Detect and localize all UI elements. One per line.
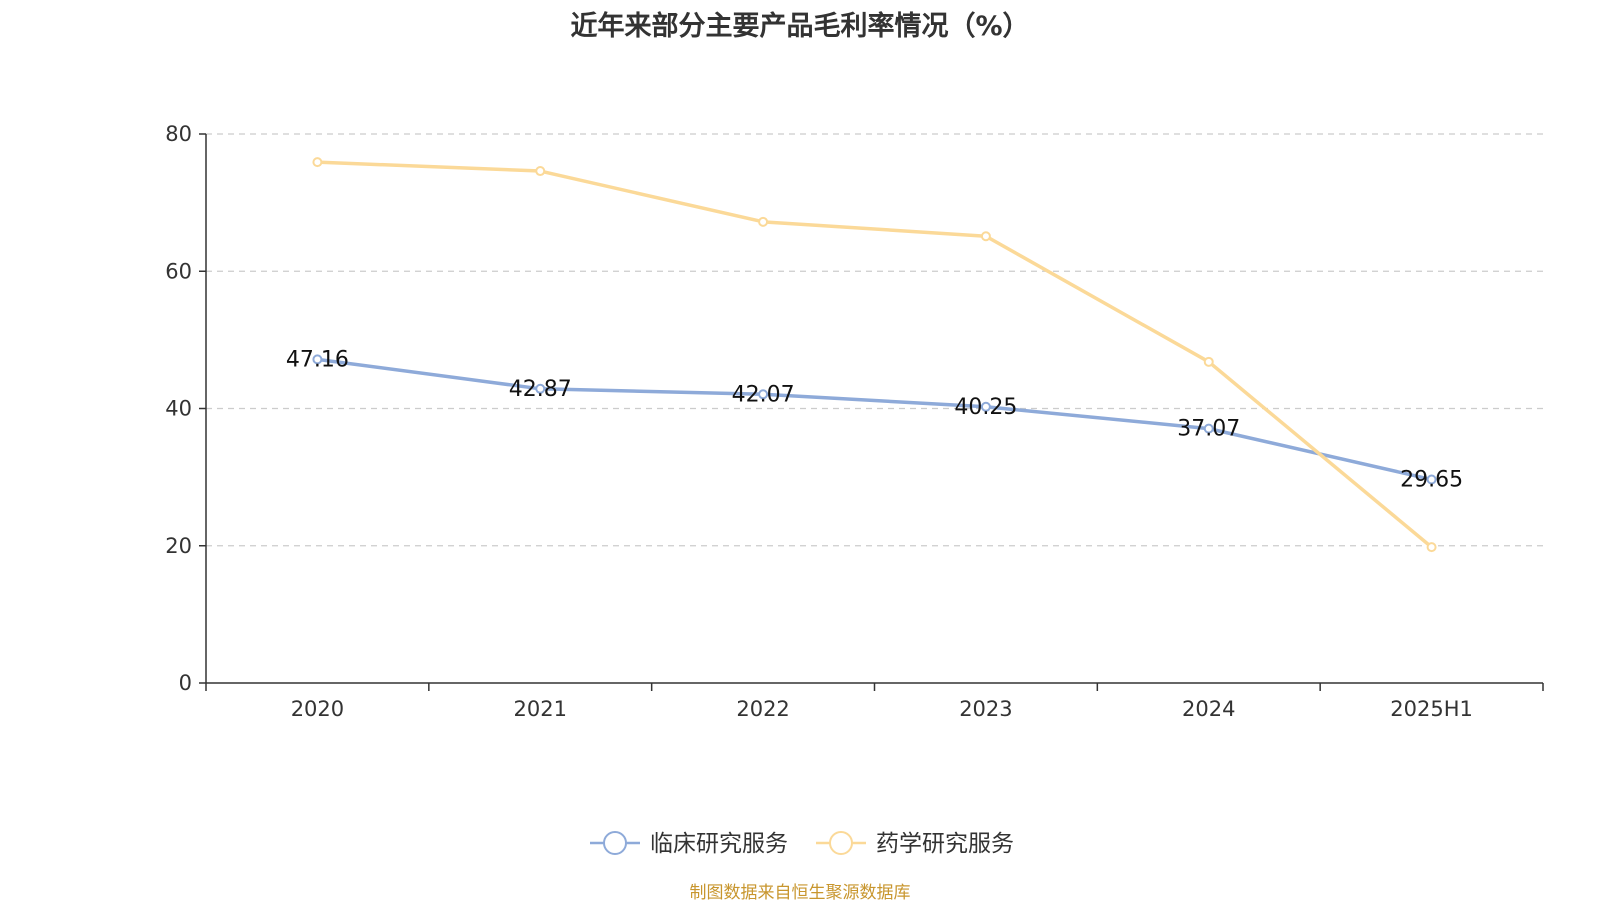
series-line-2 — [317, 160, 1433, 549]
x-tick-label-2024: 2024 — [1182, 697, 1235, 721]
gridlines — [206, 133, 1543, 547]
legend-item-2[interactable]: 药学研究服务 — [816, 831, 1014, 857]
series-line-1 — [317, 357, 1432, 482]
y-tick-label-80: 80 — [165, 122, 192, 146]
series-2-point-2021 — [535, 166, 546, 177]
chart-title: 近年来部分主要产品毛利率情况（%） — [570, 11, 1030, 42]
x-tick-label-2022: 2022 — [736, 697, 789, 721]
series-1-point-2023 — [980, 401, 991, 412]
series-1-point-2024 — [1203, 423, 1214, 434]
series-2-point-2025H1 — [1426, 542, 1437, 553]
y-tick-label-60: 60 — [165, 259, 192, 283]
y-tick-label-0: 0 — [179, 671, 192, 695]
data-label-2021: 42.87 — [509, 377, 572, 402]
x-tick-label-2023: 2023 — [959, 697, 1012, 721]
x-tick-label-2020: 2020 — [291, 697, 344, 721]
data-label-2023: 40.25 — [954, 395, 1017, 420]
y-tick-label-20: 20 — [165, 534, 192, 558]
legend-marker-2 — [829, 831, 853, 855]
series-2-point-2020 — [312, 157, 323, 168]
series-lines — [312, 157, 1437, 553]
legend-label-1: 临床研究服务 — [650, 831, 788, 857]
data-label-2024: 37.07 — [1177, 417, 1240, 442]
legend-marker-1 — [603, 831, 627, 855]
series-1-point-2022 — [758, 389, 769, 400]
legend[interactable]: 临床研究服务 药学研究服务 — [590, 831, 1014, 857]
legend-label-2: 药学研究服务 — [876, 831, 1014, 857]
x-tick-label-2025H1: 2025H1 — [1390, 697, 1473, 721]
x-tick-labels: 2020 2021 2022 2023 2024 2025H1 — [291, 697, 1473, 721]
series-2-point-2024 — [1203, 356, 1214, 367]
data-label-2025H1: 29.65 — [1400, 468, 1463, 493]
data-label-2022: 42.07 — [732, 382, 795, 407]
axes — [199, 133, 1544, 691]
data-labels: 47.16 42.87 42.07 40.25 37.07 29.65 — [286, 347, 1463, 492]
data-label-2020: 47.16 — [286, 347, 349, 372]
series-1-point-2025H1 — [1426, 474, 1437, 485]
source-note: 制图数据来自恒生聚源数据库 — [689, 883, 911, 903]
x-tick-label-2021: 2021 — [514, 697, 567, 721]
series-1-point-2020 — [312, 354, 323, 365]
series-2-point-2023 — [980, 231, 991, 242]
y-tick-labels: 0 20 40 60 80 — [165, 122, 192, 695]
legend-item-1[interactable]: 临床研究服务 — [590, 831, 788, 857]
series-2-point-2022 — [758, 216, 769, 227]
y-tick-label-40: 40 — [165, 397, 192, 421]
series-1-point-2021 — [535, 383, 546, 394]
